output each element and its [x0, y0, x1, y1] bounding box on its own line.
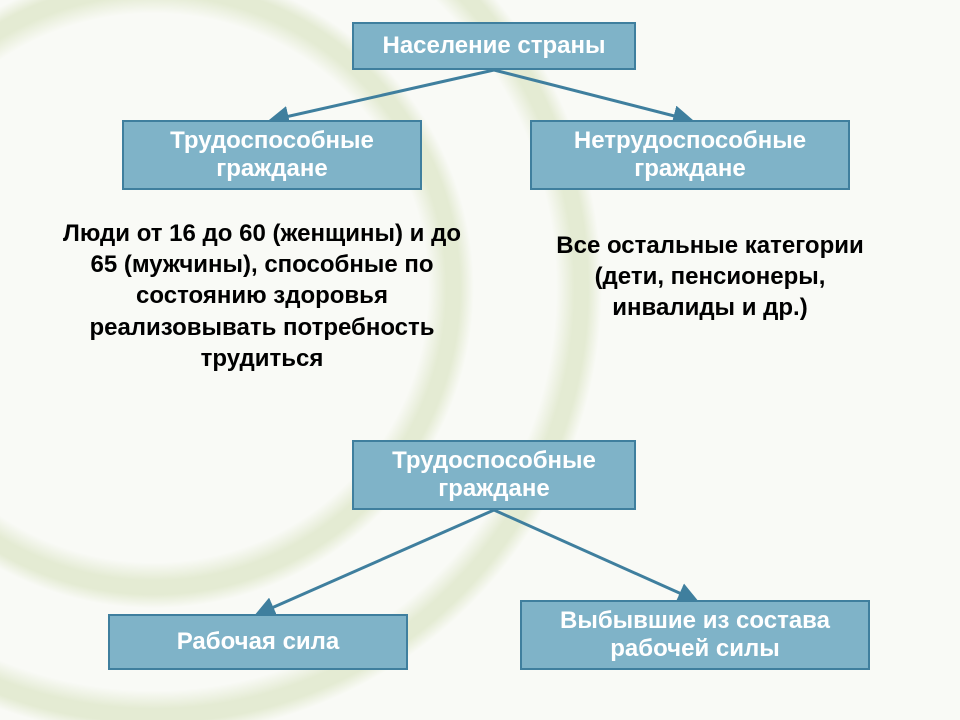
node-able2: Трудоспособные граждане — [352, 440, 636, 510]
node-out: Выбывшие из состава рабочей силы — [520, 600, 870, 670]
node-label: Трудоспособные граждане — [134, 127, 410, 182]
node-labor: Рабочая сила — [108, 614, 408, 670]
node-label: Нетрудоспособные граждане — [542, 127, 838, 182]
edge-root-unable — [494, 70, 690, 120]
node-unable: Нетрудоспособные граждане — [530, 120, 850, 190]
diagram-stage: Население страны Трудоспособные граждане Н… — [0, 0, 960, 720]
node-able: Трудоспособные граждане — [122, 120, 422, 190]
node-label: Рабочая сила — [177, 628, 340, 656]
node-label: Выбывшие из состава рабочей силы — [532, 607, 858, 662]
node-label: Трудоспособные граждане — [364, 447, 624, 502]
edge-root-able — [272, 70, 494, 120]
edge-able2-labor — [258, 510, 494, 614]
node-root: Население страны — [352, 22, 636, 70]
edge-able2-out — [494, 510, 695, 600]
description-unable_desc: Все остальные категории (дети, пенсионер… — [530, 230, 890, 324]
node-label: Население страны — [382, 32, 605, 60]
description-able_desc: Люди от 16 до 60 (женщины) и до 65 (мужч… — [62, 218, 462, 374]
